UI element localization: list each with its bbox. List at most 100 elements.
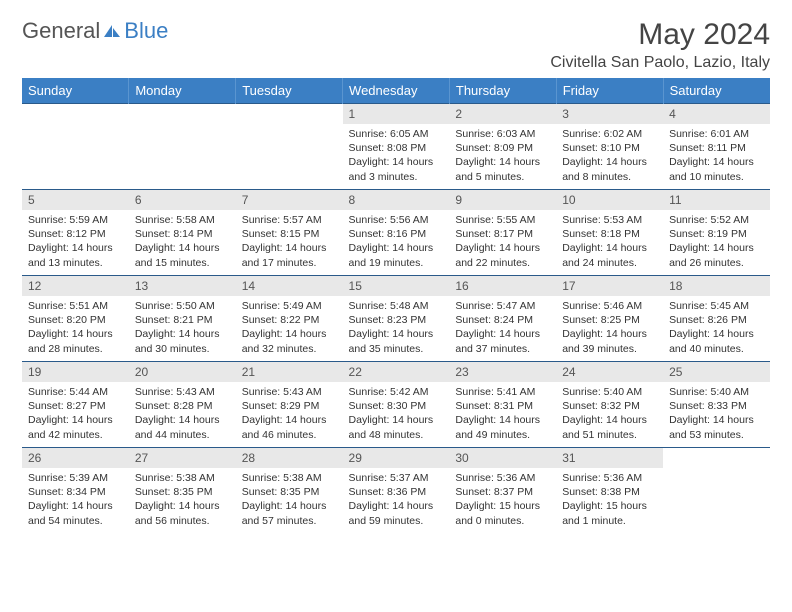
- day-number: 19: [22, 362, 129, 382]
- calendar-day: 21Sunrise: 5:43 AMSunset: 8:29 PMDayligh…: [236, 362, 343, 448]
- logo-text-blue: Blue: [124, 18, 168, 44]
- day-number: 24: [556, 362, 663, 382]
- calendar-empty: [129, 104, 236, 190]
- day-number: 27: [129, 448, 236, 468]
- calendar-day: 27Sunrise: 5:38 AMSunset: 8:35 PMDayligh…: [129, 448, 236, 534]
- calendar-empty: [22, 104, 129, 190]
- calendar-day: 5Sunrise: 5:59 AMSunset: 8:12 PMDaylight…: [22, 190, 129, 276]
- calendar-row: 26Sunrise: 5:39 AMSunset: 8:34 PMDayligh…: [22, 448, 770, 534]
- calendar-day: 10Sunrise: 5:53 AMSunset: 8:18 PMDayligh…: [556, 190, 663, 276]
- calendar-day: 8Sunrise: 5:56 AMSunset: 8:16 PMDaylight…: [343, 190, 450, 276]
- day-number: 2: [449, 104, 556, 124]
- day-number: 5: [22, 190, 129, 210]
- day-info: Sunrise: 5:39 AMSunset: 8:34 PMDaylight:…: [22, 468, 129, 531]
- weekday-header: Thursday: [449, 78, 556, 104]
- calendar-day: 23Sunrise: 5:41 AMSunset: 8:31 PMDayligh…: [449, 362, 556, 448]
- day-number: 29: [343, 448, 450, 468]
- calendar-day: 14Sunrise: 5:49 AMSunset: 8:22 PMDayligh…: [236, 276, 343, 362]
- day-number: 4: [663, 104, 770, 124]
- day-number: 28: [236, 448, 343, 468]
- day-info: Sunrise: 5:57 AMSunset: 8:15 PMDaylight:…: [236, 210, 343, 273]
- day-info: Sunrise: 5:41 AMSunset: 8:31 PMDaylight:…: [449, 382, 556, 445]
- calendar-day: 22Sunrise: 5:42 AMSunset: 8:30 PMDayligh…: [343, 362, 450, 448]
- calendar-day: 28Sunrise: 5:38 AMSunset: 8:35 PMDayligh…: [236, 448, 343, 534]
- calendar-day: 12Sunrise: 5:51 AMSunset: 8:20 PMDayligh…: [22, 276, 129, 362]
- logo-sail-icon: [102, 23, 122, 39]
- day-number: 14: [236, 276, 343, 296]
- calendar-body: 1Sunrise: 6:05 AMSunset: 8:08 PMDaylight…: [22, 104, 770, 534]
- calendar-day: 18Sunrise: 5:45 AMSunset: 8:26 PMDayligh…: [663, 276, 770, 362]
- calendar-row: 5Sunrise: 5:59 AMSunset: 8:12 PMDaylight…: [22, 190, 770, 276]
- day-info: Sunrise: 5:50 AMSunset: 8:21 PMDaylight:…: [129, 296, 236, 359]
- day-number: 26: [22, 448, 129, 468]
- day-number: 3: [556, 104, 663, 124]
- weekday-header-row: SundayMondayTuesdayWednesdayThursdayFrid…: [22, 78, 770, 104]
- day-info: Sunrise: 5:52 AMSunset: 8:19 PMDaylight:…: [663, 210, 770, 273]
- calendar-day: 2Sunrise: 6:03 AMSunset: 8:09 PMDaylight…: [449, 104, 556, 190]
- day-info: Sunrise: 5:40 AMSunset: 8:33 PMDaylight:…: [663, 382, 770, 445]
- weekday-header: Tuesday: [236, 78, 343, 104]
- day-info: Sunrise: 5:56 AMSunset: 8:16 PMDaylight:…: [343, 210, 450, 273]
- day-number: 6: [129, 190, 236, 210]
- calendar-day: 30Sunrise: 5:36 AMSunset: 8:37 PMDayligh…: [449, 448, 556, 534]
- day-number: 17: [556, 276, 663, 296]
- calendar-day: 20Sunrise: 5:43 AMSunset: 8:28 PMDayligh…: [129, 362, 236, 448]
- calendar-empty: [236, 104, 343, 190]
- day-info: Sunrise: 5:43 AMSunset: 8:28 PMDaylight:…: [129, 382, 236, 445]
- day-number: 10: [556, 190, 663, 210]
- calendar-empty: [663, 448, 770, 534]
- calendar-day: 6Sunrise: 5:58 AMSunset: 8:14 PMDaylight…: [129, 190, 236, 276]
- day-number: 7: [236, 190, 343, 210]
- day-number: 31: [556, 448, 663, 468]
- title-block: May 2024 Civitella San Paolo, Lazio, Ita…: [550, 18, 770, 72]
- day-number: 8: [343, 190, 450, 210]
- calendar-table: SundayMondayTuesdayWednesdayThursdayFrid…: [22, 78, 770, 534]
- day-number: 15: [343, 276, 450, 296]
- day-info: Sunrise: 5:48 AMSunset: 8:23 PMDaylight:…: [343, 296, 450, 359]
- day-info: Sunrise: 5:42 AMSunset: 8:30 PMDaylight:…: [343, 382, 450, 445]
- logo: General Blue: [22, 18, 168, 44]
- day-number: 23: [449, 362, 556, 382]
- weekday-header: Monday: [129, 78, 236, 104]
- day-info: Sunrise: 6:05 AMSunset: 8:08 PMDaylight:…: [343, 124, 450, 187]
- calendar-day: 17Sunrise: 5:46 AMSunset: 8:25 PMDayligh…: [556, 276, 663, 362]
- calendar-day: 16Sunrise: 5:47 AMSunset: 8:24 PMDayligh…: [449, 276, 556, 362]
- calendar-day: 29Sunrise: 5:37 AMSunset: 8:36 PMDayligh…: [343, 448, 450, 534]
- calendar-row: 12Sunrise: 5:51 AMSunset: 8:20 PMDayligh…: [22, 276, 770, 362]
- day-number: 13: [129, 276, 236, 296]
- calendar-day: 3Sunrise: 6:02 AMSunset: 8:10 PMDaylight…: [556, 104, 663, 190]
- day-number: 9: [449, 190, 556, 210]
- day-info: Sunrise: 5:51 AMSunset: 8:20 PMDaylight:…: [22, 296, 129, 359]
- day-info: Sunrise: 5:43 AMSunset: 8:29 PMDaylight:…: [236, 382, 343, 445]
- calendar-day: 26Sunrise: 5:39 AMSunset: 8:34 PMDayligh…: [22, 448, 129, 534]
- header: General Blue May 2024 Civitella San Paol…: [22, 18, 770, 72]
- logo-text-general: General: [22, 18, 100, 44]
- calendar-day: 4Sunrise: 6:01 AMSunset: 8:11 PMDaylight…: [663, 104, 770, 190]
- day-info: Sunrise: 5:53 AMSunset: 8:18 PMDaylight:…: [556, 210, 663, 273]
- weekday-header: Saturday: [663, 78, 770, 104]
- day-number: 16: [449, 276, 556, 296]
- calendar-day: 1Sunrise: 6:05 AMSunset: 8:08 PMDaylight…: [343, 104, 450, 190]
- calendar-day: 9Sunrise: 5:55 AMSunset: 8:17 PMDaylight…: [449, 190, 556, 276]
- calendar-row: 1Sunrise: 6:05 AMSunset: 8:08 PMDaylight…: [22, 104, 770, 190]
- day-number: 21: [236, 362, 343, 382]
- calendar-day: 25Sunrise: 5:40 AMSunset: 8:33 PMDayligh…: [663, 362, 770, 448]
- calendar-day: 24Sunrise: 5:40 AMSunset: 8:32 PMDayligh…: [556, 362, 663, 448]
- calendar-day: 11Sunrise: 5:52 AMSunset: 8:19 PMDayligh…: [663, 190, 770, 276]
- location: Civitella San Paolo, Lazio, Italy: [550, 54, 770, 72]
- calendar-row: 19Sunrise: 5:44 AMSunset: 8:27 PMDayligh…: [22, 362, 770, 448]
- day-info: Sunrise: 5:40 AMSunset: 8:32 PMDaylight:…: [556, 382, 663, 445]
- day-number: 22: [343, 362, 450, 382]
- day-info: Sunrise: 6:02 AMSunset: 8:10 PMDaylight:…: [556, 124, 663, 187]
- day-number: 25: [663, 362, 770, 382]
- day-info: Sunrise: 5:47 AMSunset: 8:24 PMDaylight:…: [449, 296, 556, 359]
- day-info: Sunrise: 5:44 AMSunset: 8:27 PMDaylight:…: [22, 382, 129, 445]
- day-info: Sunrise: 5:38 AMSunset: 8:35 PMDaylight:…: [129, 468, 236, 531]
- day-info: Sunrise: 5:36 AMSunset: 8:38 PMDaylight:…: [556, 468, 663, 531]
- day-info: Sunrise: 5:45 AMSunset: 8:26 PMDaylight:…: [663, 296, 770, 359]
- day-number: 1: [343, 104, 450, 124]
- calendar-day: 31Sunrise: 5:36 AMSunset: 8:38 PMDayligh…: [556, 448, 663, 534]
- day-number: 12: [22, 276, 129, 296]
- weekday-header: Wednesday: [343, 78, 450, 104]
- calendar-day: 7Sunrise: 5:57 AMSunset: 8:15 PMDaylight…: [236, 190, 343, 276]
